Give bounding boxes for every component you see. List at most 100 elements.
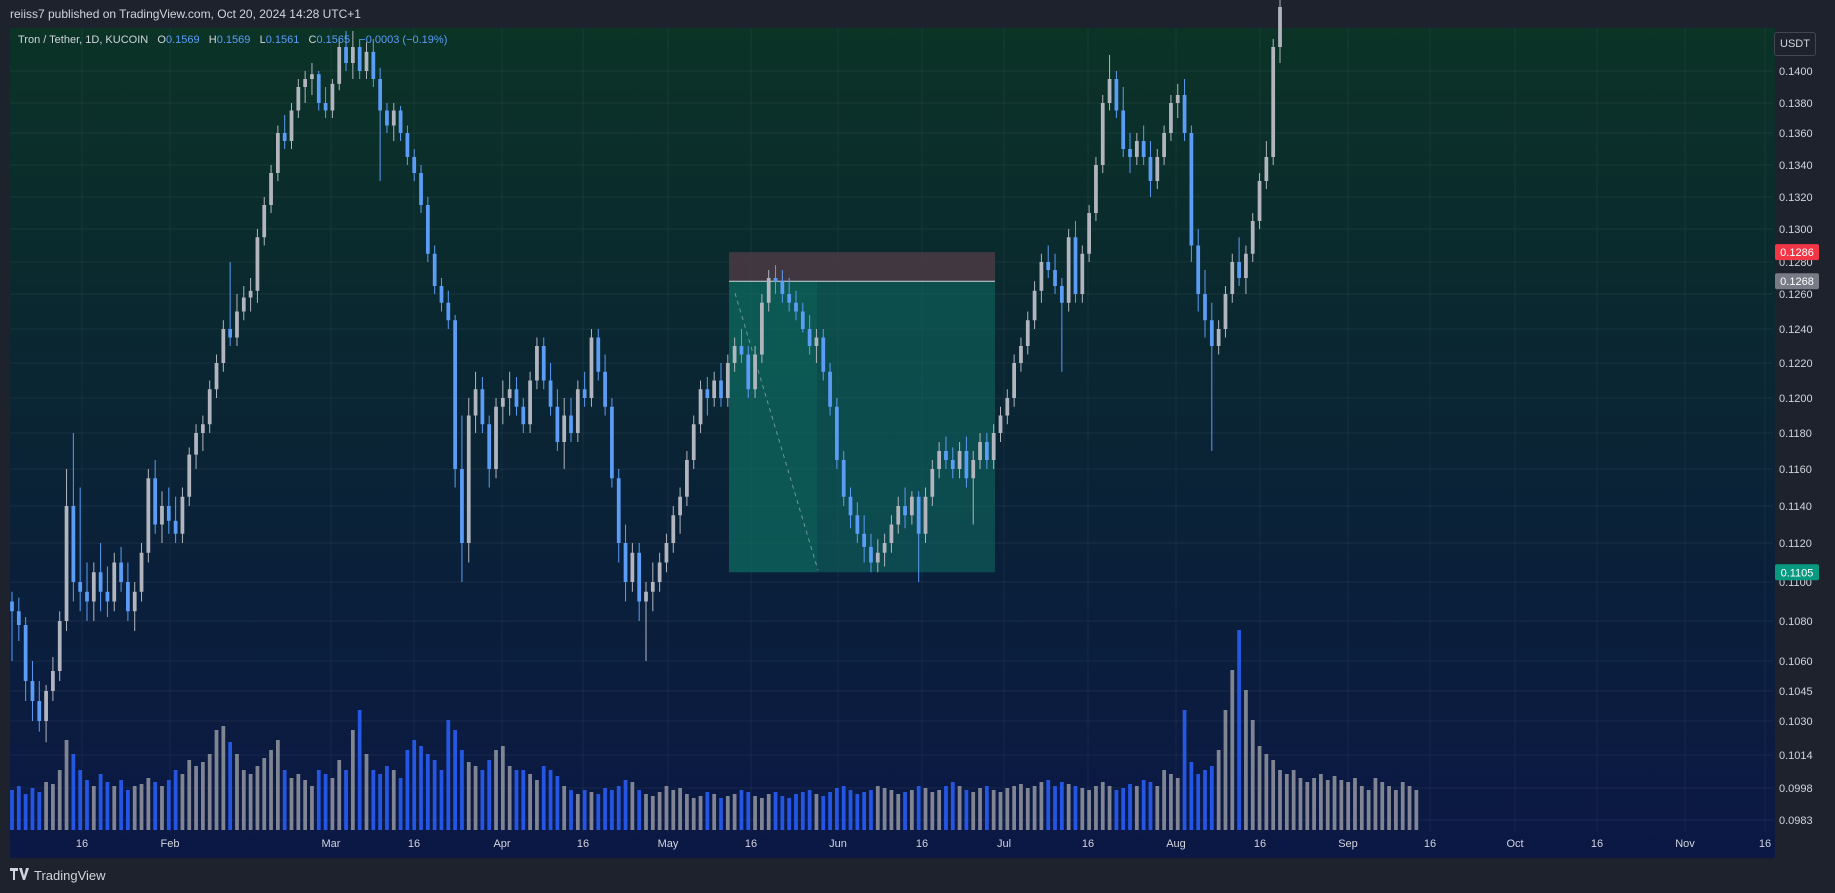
price-tick-label: 0.1080 bbox=[1779, 616, 1813, 628]
candle-body bbox=[1141, 141, 1146, 157]
volume-bar bbox=[821, 796, 826, 830]
volume-bar bbox=[350, 730, 355, 830]
volume-bar bbox=[282, 770, 287, 830]
header-bar: reiiss7 published on TradingView.com, Oc… bbox=[0, 0, 1835, 28]
candle-body bbox=[1196, 245, 1201, 294]
volume-bar bbox=[473, 766, 478, 830]
volume-bar bbox=[1237, 630, 1241, 830]
candle-body bbox=[30, 681, 35, 701]
volume-bar bbox=[855, 794, 860, 830]
candle-body bbox=[575, 389, 580, 433]
price-tick-label: 0.0998 bbox=[1779, 783, 1813, 795]
candle-body bbox=[664, 543, 669, 563]
candle-body bbox=[269, 173, 273, 205]
volume-bar bbox=[364, 754, 369, 830]
volume-bar bbox=[732, 794, 737, 830]
volume-bar bbox=[1339, 780, 1344, 830]
high-label: H bbox=[208, 34, 217, 46]
time-tick-label: 16 bbox=[1254, 838, 1266, 850]
time-tick-label: Aug bbox=[1166, 838, 1186, 850]
price-tick-label: 0.1220 bbox=[1779, 358, 1813, 370]
price-label-box bbox=[1775, 244, 1819, 261]
volume-bar bbox=[344, 770, 348, 830]
candle-body bbox=[991, 433, 996, 460]
volume-bar bbox=[64, 740, 69, 830]
candle-body bbox=[207, 389, 212, 425]
volume-bar bbox=[1196, 774, 1201, 830]
volume-bar bbox=[787, 798, 792, 830]
volume-bar bbox=[398, 778, 403, 830]
volume-bar bbox=[337, 760, 342, 830]
candle-body bbox=[678, 496, 682, 516]
candle-body bbox=[657, 562, 662, 582]
candle-body bbox=[984, 442, 989, 460]
volume-bar bbox=[214, 730, 219, 830]
close-label: C bbox=[308, 34, 317, 46]
volume-bar bbox=[760, 798, 764, 830]
candle-body bbox=[889, 524, 894, 543]
grid bbox=[10, 28, 1773, 832]
volume-bar bbox=[391, 770, 396, 830]
volume-bar bbox=[1169, 774, 1173, 830]
candle-body bbox=[228, 329, 233, 338]
candle-body bbox=[1107, 79, 1112, 103]
candle-body bbox=[289, 110, 294, 141]
volume-bar bbox=[228, 742, 233, 830]
price-tick-label: 0.1380 bbox=[1779, 98, 1813, 110]
candle-body bbox=[344, 47, 348, 63]
tradingview-logo[interactable]: TradingView bbox=[10, 868, 106, 883]
volume-bar bbox=[555, 776, 560, 830]
currency-button[interactable]: USDT bbox=[1774, 32, 1816, 56]
candle-body bbox=[630, 552, 635, 582]
volume-bar bbox=[487, 760, 492, 830]
candle-body bbox=[1012, 363, 1017, 398]
time-tick-label: 16 bbox=[1759, 838, 1771, 850]
candle-body bbox=[541, 346, 546, 381]
time-tick-label: 16 bbox=[916, 838, 928, 850]
candle-body bbox=[385, 110, 389, 126]
candle-body bbox=[1073, 237, 1078, 294]
volume-bar bbox=[1359, 786, 1364, 830]
volume-bar bbox=[889, 790, 894, 830]
stop-loss-zone bbox=[729, 252, 995, 282]
volume-bar bbox=[1128, 784, 1132, 830]
volume-bar bbox=[807, 790, 812, 830]
candle-body bbox=[1121, 110, 1126, 149]
volume-bar bbox=[241, 770, 246, 830]
candle-body bbox=[296, 87, 301, 111]
volume-bars bbox=[10, 630, 1419, 830]
candle-body bbox=[1264, 157, 1269, 181]
volume-bar bbox=[194, 766, 198, 830]
candle-body bbox=[807, 329, 812, 346]
volume-bar bbox=[1209, 766, 1214, 830]
volume-bar bbox=[1216, 750, 1221, 830]
volume-bar bbox=[1053, 786, 1057, 830]
candle-body bbox=[787, 294, 792, 303]
candle-body bbox=[1230, 262, 1235, 294]
volume-bar bbox=[37, 792, 42, 830]
volume-bar bbox=[180, 774, 185, 830]
volume-bar bbox=[596, 794, 601, 830]
volume-bar bbox=[814, 794, 819, 830]
candle-body bbox=[1182, 95, 1187, 133]
volume-bar bbox=[1332, 776, 1337, 830]
candle-body bbox=[746, 354, 751, 390]
volume-bar bbox=[494, 750, 498, 830]
candle-body bbox=[841, 460, 846, 497]
price-tick-label: 0.1300 bbox=[1779, 224, 1813, 236]
volume-bar bbox=[1025, 788, 1030, 830]
volume-bar bbox=[1087, 790, 1091, 830]
volume-bar bbox=[1325, 780, 1330, 830]
price-label-value: 0.1105 bbox=[1781, 567, 1814, 579]
candle-body bbox=[1278, 7, 1282, 47]
candle-body bbox=[51, 671, 55, 691]
candle-body bbox=[357, 47, 362, 71]
price-label-value: 0.1268 bbox=[1780, 276, 1814, 288]
footer-bar: TradingView bbox=[0, 858, 1835, 893]
volume-bar bbox=[1100, 782, 1105, 830]
candle-body bbox=[310, 74, 314, 79]
candle-body bbox=[500, 398, 505, 407]
volume-bar bbox=[535, 780, 539, 830]
volume-bar bbox=[909, 790, 914, 830]
